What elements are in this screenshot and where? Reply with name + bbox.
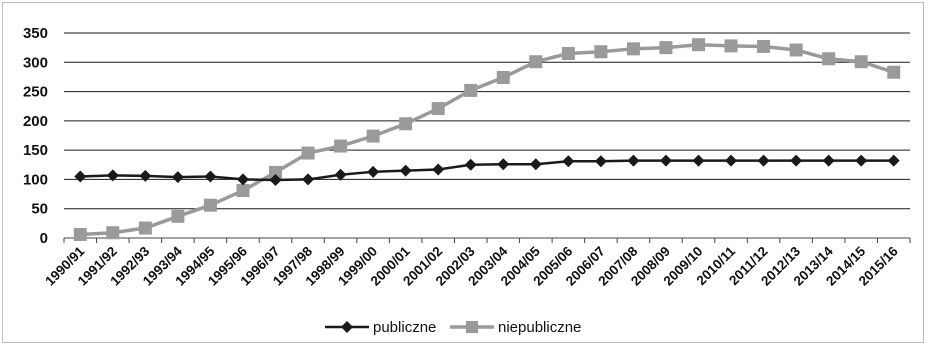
data-point <box>74 170 87 183</box>
data-point <box>659 41 673 55</box>
data-point <box>789 43 803 57</box>
data-point <box>139 169 152 182</box>
series-niepubliczne <box>73 38 901 241</box>
chart-frame <box>2 2 924 343</box>
data-point <box>887 65 901 79</box>
data-point <box>790 154 803 167</box>
data-point <box>432 163 445 176</box>
data-point <box>399 117 413 131</box>
data-point <box>431 102 445 116</box>
legend-marker <box>466 321 478 333</box>
data-point <box>626 42 640 56</box>
y-tick-label: 250 <box>23 84 48 101</box>
data-point <box>334 139 348 153</box>
legend-item-publiczne: publiczne <box>325 319 436 336</box>
data-point <box>366 129 380 143</box>
data-point <box>594 155 607 168</box>
data-point <box>562 155 575 168</box>
data-point <box>822 154 835 167</box>
y-axis-ticks: 0 50 100 150 200 250 300 350 <box>23 25 48 247</box>
data-point <box>855 154 868 167</box>
x-axis-ticks: 1990/911991/921992/931993/941994/951995/… <box>42 243 901 288</box>
data-point <box>594 45 608 59</box>
y-tick-label: 150 <box>23 142 48 159</box>
data-point <box>854 55 868 69</box>
y-tick-label: 50 <box>31 201 48 218</box>
y-tick-label: 350 <box>23 25 48 42</box>
data-point <box>236 173 249 186</box>
data-point <box>106 169 119 182</box>
data-point <box>659 154 672 167</box>
legend-marker <box>341 321 353 333</box>
data-point <box>204 170 217 183</box>
data-point <box>887 154 900 167</box>
data-point <box>529 55 543 69</box>
y-tick-label: 300 <box>23 54 48 71</box>
data-point <box>724 39 738 53</box>
series-publiczne <box>74 154 900 187</box>
series-line <box>80 42 895 237</box>
data-point <box>138 221 152 235</box>
data-point <box>464 83 478 97</box>
data-point <box>725 154 738 167</box>
legend-label: publiczne <box>373 319 436 336</box>
series-layer <box>73 38 901 241</box>
series-line <box>80 159 894 182</box>
data-point <box>757 39 771 53</box>
data-point <box>496 71 510 85</box>
data-point <box>301 146 315 160</box>
legend: publiczne niepubliczne <box>325 319 581 336</box>
y-tick-label: 200 <box>23 113 48 130</box>
data-point <box>561 47 575 60</box>
legend-item-niepubliczne: niepubliczne <box>450 319 581 336</box>
data-point <box>399 164 412 177</box>
data-point <box>203 198 217 212</box>
data-point <box>692 38 705 52</box>
data-point <box>464 158 477 171</box>
data-point <box>302 173 315 186</box>
data-point <box>692 154 705 167</box>
data-point <box>627 154 640 167</box>
data-point <box>106 226 120 240</box>
data-point <box>497 158 510 171</box>
data-point <box>171 171 184 184</box>
data-point <box>269 165 282 179</box>
data-point <box>367 165 380 178</box>
data-point <box>269 174 282 187</box>
data-point <box>529 158 542 171</box>
data-point <box>171 209 185 223</box>
data-point <box>334 168 347 181</box>
data-point <box>236 184 250 198</box>
data-point <box>822 52 836 66</box>
data-point <box>73 227 87 241</box>
legend-label: niepubliczne <box>498 319 581 336</box>
y-tick-label: 0 <box>40 230 48 247</box>
y-tick-label: 100 <box>23 171 48 188</box>
data-point <box>757 154 770 167</box>
